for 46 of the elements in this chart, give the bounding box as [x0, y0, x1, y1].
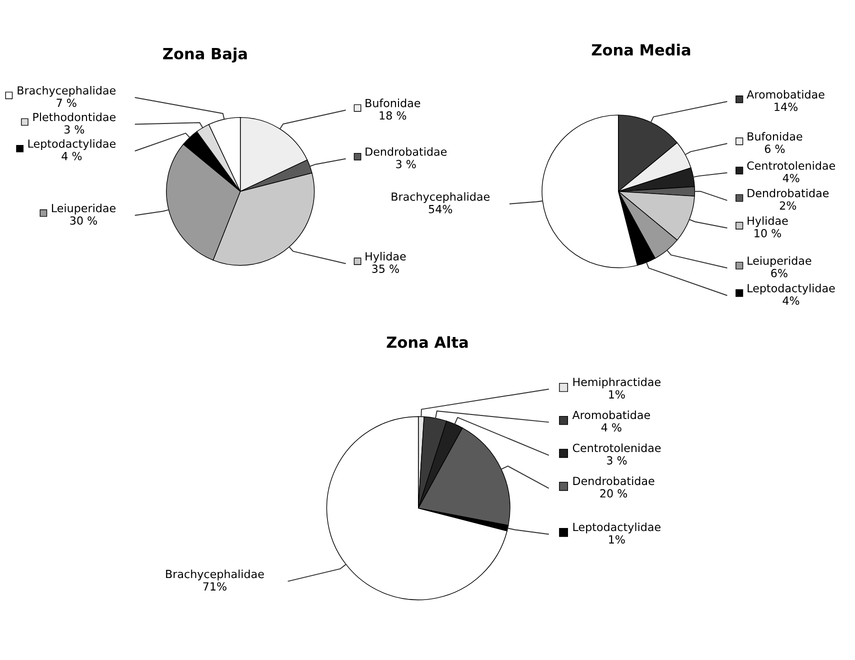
data-label: 30 % [70, 216, 97, 225]
data-label: 3 % [607, 456, 627, 465]
data-label: 4% [782, 296, 800, 305]
data-label: 1% [609, 390, 625, 399]
legend-label: Leiuperidae [748, 256, 812, 268]
data-label: 3 % [396, 160, 416, 168]
legend-label: Aromobatidae [746, 90, 824, 99]
legend-label: Bufonidae [366, 98, 420, 108]
slice-label: Brachycephalidae [166, 570, 264, 580]
legend-label: Leptodactylidae [28, 139, 116, 150]
legend-label: Centrotolenidae [747, 161, 836, 170]
legend-label: Bufonidae [748, 132, 802, 141]
data-label: 18 % [380, 111, 406, 120]
pie-slice [326, 416, 508, 600]
data-label: 10 % [754, 228, 781, 238]
data-label: 54% [428, 204, 452, 214]
chart-title: Zona Media [592, 44, 690, 56]
data-label: 7 % [56, 98, 76, 108]
data-label: 4% [782, 174, 800, 182]
legend-label: Leptodactylidae [573, 522, 660, 534]
data-label: 35 % [372, 264, 399, 273]
legend-label: Dendrobatidae [366, 147, 447, 156]
legend-label: Brachycephalidae [18, 86, 116, 97]
data-label: 14% [774, 102, 798, 112]
legend-label: Centrotolenidae [572, 444, 661, 452]
legend-label: Hylidae [748, 216, 788, 228]
data-label: 4 % [601, 423, 622, 432]
data-label: 6 % [764, 144, 785, 154]
legend-label: Aromobatidae [572, 410, 650, 420]
data-label: 6% [771, 268, 788, 278]
chart-title: Zona Alta [386, 336, 468, 348]
legend-label: Leiuperidae [52, 204, 116, 214]
legend-label: Leptodactylidae [748, 284, 835, 295]
legend-label: Hemiphractidae [573, 378, 660, 388]
chart-title: Zona Baja [163, 48, 247, 62]
data-label: 1% [609, 535, 625, 544]
legend-label: Plethodontidae [33, 112, 116, 122]
data-label: 2% [780, 201, 796, 210]
data-label: 4 % [62, 152, 82, 160]
legend-label: Dendrobatidae [573, 476, 654, 486]
legend-label: Hylidae [366, 252, 406, 263]
slice-label: Brachycephalidae [392, 192, 490, 203]
legend-label: Dendrobatidae [748, 188, 829, 198]
data-label: 20 % [600, 489, 628, 498]
data-label: 3 % [64, 125, 84, 134]
data-label: 71% [203, 582, 226, 591]
